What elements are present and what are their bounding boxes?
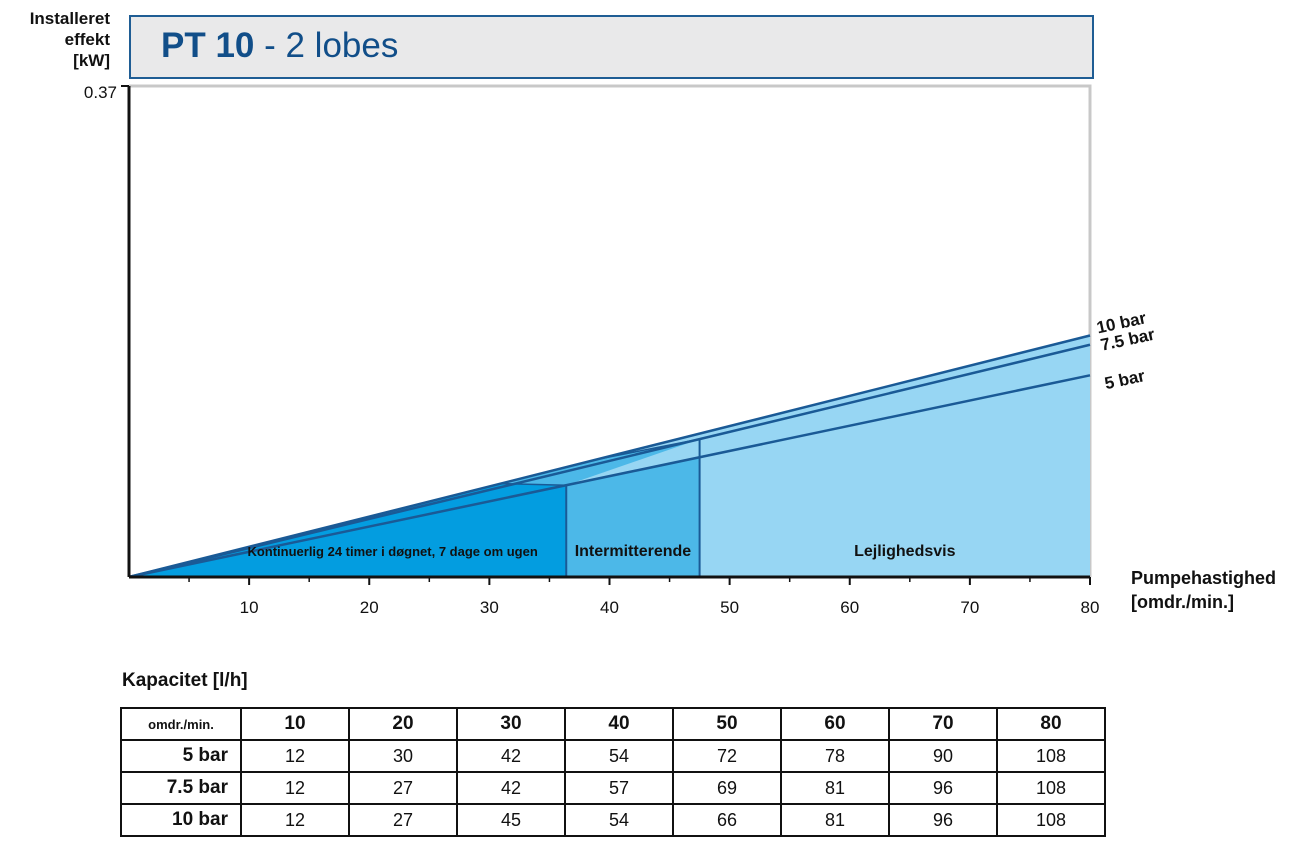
y-axis-label-line-2: effekt [64,30,110,49]
x-axis-label-line-1: Pumpehastighed [1131,568,1277,588]
region-label: Lejlighedsvis [854,543,955,560]
table-cell: 45 [456,803,566,837]
table-cell: 27 [348,803,458,837]
table-cell: 108 [996,739,1106,773]
series-label: 5 bar [1103,366,1147,393]
chart-title-model: PT 10 [161,26,255,65]
region-label: Intermitterende [575,543,692,560]
y-axis-label: Installeret effekt [kW] [4,8,110,71]
y-axis-label-line-1: Installeret [29,9,110,28]
region-occasional [699,375,1090,577]
table-cell: 96 [888,771,998,805]
series-line [128,343,1091,579]
table-cell: 72 [672,739,782,773]
table-row-label: 5 bar [120,739,242,773]
capacity-table: omdr./min. 10 20 30 40 50 60 70 80 5 bar 12 30 42 54 7… [120,707,1106,837]
y-tick-label: 0.37 [84,83,117,102]
table-header-cell: 10 [240,707,350,741]
table-header-label: omdr./min. [120,707,242,741]
x-tick-label: 70 [960,598,979,617]
table-header-cell: 60 [780,707,890,741]
table-cell: 12 [240,739,350,773]
x-tick-label: 50 [720,598,739,617]
table-cell: 42 [456,771,566,805]
table-cell: 78 [780,739,890,773]
table-header-cell: 20 [348,707,458,741]
x-tick-label: 20 [360,598,379,617]
x-tick-label: 60 [840,598,859,617]
series-line [128,334,1091,579]
x-tick-label: 40 [600,598,619,617]
table-cell: 57 [564,771,674,805]
chart-title-box: PT 10 - 2 lobes [129,15,1094,79]
table-row-label: 10 bar [120,803,242,837]
chart-title-variant: - 2 lobes [254,26,399,65]
region-label: Kontinuerlig 24 timer i døgnet, 7 dage o… [247,544,537,559]
table-row: 7.5 bar 12 27 42 57 69 81 96 108 [120,771,1106,805]
chart-title: PT 10 - 2 lobes [161,26,398,66]
y-axis-label-line-3: [kW] [73,51,110,70]
table-row: 10 bar 12 27 45 54 66 81 96 108 [120,803,1106,837]
table-cell: 12 [240,803,350,837]
table-cell: 27 [348,771,458,805]
table-cell: 69 [672,771,782,805]
table-cell: 54 [564,739,674,773]
table-header-cell: 80 [996,707,1106,741]
region-intermittent [566,457,700,577]
x-tick-label: 80 [1081,598,1100,617]
table-cell: 66 [672,803,782,837]
table-cell: 12 [240,771,350,805]
table-cell: 81 [780,803,890,837]
capacity-table-title: Kapacitet [l/h] [122,670,248,691]
table-cell: 108 [996,803,1106,837]
x-axis-label: Pumpehastighed [omdr./min.] [1131,566,1276,614]
table-cell: 54 [564,803,674,837]
table-header-cell: 30 [456,707,566,741]
table-cell: 30 [348,739,458,773]
table-cell: 81 [780,771,890,805]
table-cell: 108 [996,771,1106,805]
x-tick-label: 10 [240,598,259,617]
table-cell: 42 [456,739,566,773]
table-header-cell: 50 [672,707,782,741]
table-header-cell: 70 [888,707,998,741]
x-tick-label: 30 [480,598,499,617]
table-cell: 90 [888,739,998,773]
table-row: 5 bar 12 30 42 54 72 78 90 108 [120,739,1106,773]
table-header-row: omdr./min. 10 20 30 40 50 60 70 80 [120,707,1106,741]
table-cell: 96 [888,803,998,837]
series-line [128,374,1091,579]
table-header-cell: 40 [564,707,674,741]
table-row-label: 7.5 bar [120,771,242,805]
x-axis-label-line-2: [omdr./min.] [1131,592,1234,612]
